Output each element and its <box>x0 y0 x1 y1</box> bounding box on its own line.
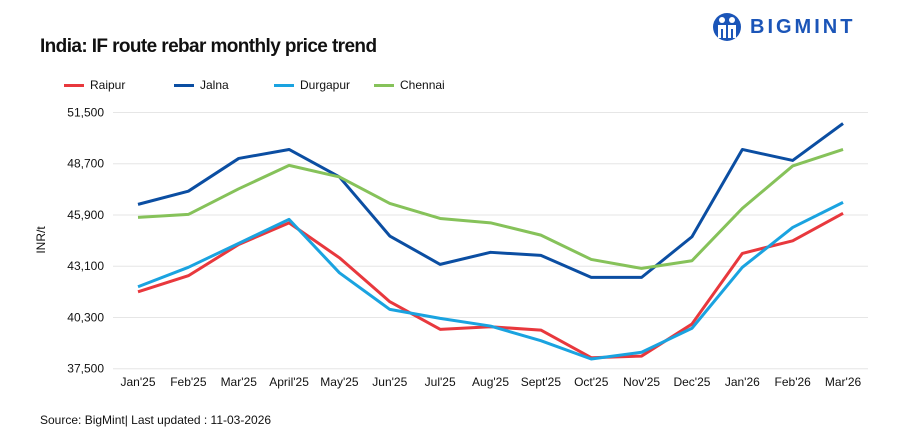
y-tick-label: 51,500 <box>67 106 104 120</box>
x-tick-label: Sept'25 <box>521 375 562 389</box>
x-tick-label: May'25 <box>320 375 359 389</box>
legend-label: Raipur <box>90 78 126 92</box>
bigmint-logo: BIGMINT <box>712 12 855 42</box>
x-tick-label: Mar'26 <box>825 375 862 389</box>
x-tick-label: Jan'25 <box>121 375 156 389</box>
legend-item-chennai: Chennai <box>374 78 474 92</box>
y-tick-label: 45,900 <box>67 208 104 222</box>
series-line-chennai <box>137 148 844 270</box>
x-tick-label: Aug'25 <box>472 375 509 389</box>
legend-swatch <box>64 83 84 87</box>
series-line-raipur <box>137 212 844 360</box>
series-line-durgapur <box>137 201 844 361</box>
x-tick-label: Jan'26 <box>725 375 760 389</box>
legend-label: Jalna <box>200 78 229 92</box>
chart-title: India: IF route rebar monthly price tren… <box>40 36 377 57</box>
y-tick-label: 48,700 <box>67 157 104 171</box>
y-tick-label: 43,100 <box>67 259 104 273</box>
x-tick-label: Jul'25 <box>425 375 456 389</box>
y-tick-label: 37,500 <box>67 362 104 376</box>
legend-item-raipur: Raipur <box>64 78 174 92</box>
x-tick-label: Mar'25 <box>221 375 258 389</box>
series-line-jalna <box>137 122 844 279</box>
x-tick-label: Feb'25 <box>170 375 207 389</box>
legend-label: Durgapur <box>300 78 351 92</box>
bigmint-logo-icon <box>713 13 741 41</box>
legend-swatch <box>374 83 394 87</box>
legend-label: Chennai <box>400 78 445 92</box>
x-tick-label: Nov'25 <box>623 375 660 389</box>
x-tick-label: Feb'26 <box>775 375 812 389</box>
x-tick-label: Dec'25 <box>673 375 710 389</box>
bigmint-logo-text: BIGMINT <box>750 15 856 38</box>
x-tick-label: Jun'25 <box>372 375 407 389</box>
x-tick-label: Oct'25 <box>574 375 609 389</box>
source-note: Source: BigMint| Last updated : 11-03-20… <box>40 413 272 427</box>
chart-legend: Raipur Jalna Durgapur Chennai <box>64 78 474 92</box>
legend-swatch <box>274 83 294 87</box>
legend-swatch <box>174 83 194 87</box>
y-axis-label: INR/t <box>34 226 48 254</box>
x-tick-label: April'25 <box>269 375 309 389</box>
y-tick-label: 40,300 <box>67 310 104 324</box>
legend-item-durgapur: Durgapur <box>274 78 374 92</box>
legend-item-jalna: Jalna <box>174 78 274 92</box>
